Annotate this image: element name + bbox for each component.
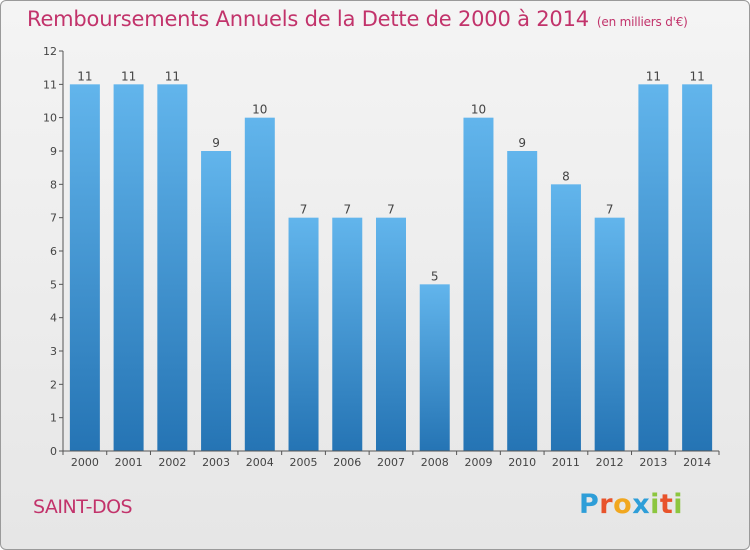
x-tick-label: 2008 xyxy=(421,456,449,469)
proxiti-logo[interactable]: Proxiti xyxy=(579,489,683,520)
bar-value-label: 7 xyxy=(343,203,351,217)
y-tick-label: 3 xyxy=(50,345,57,358)
bar-value-label: 11 xyxy=(121,69,136,83)
logo-letter: x xyxy=(632,489,651,520)
y-tick-label: 4 xyxy=(50,312,57,325)
bar-value-label: 10 xyxy=(471,103,486,117)
y-tick-label: 6 xyxy=(50,245,57,258)
y-tick-label: 1 xyxy=(50,412,57,425)
bar-value-label: 11 xyxy=(165,69,180,83)
bar-value-label: 11 xyxy=(646,69,661,83)
x-tick-label: 2009 xyxy=(464,456,492,469)
bar-value-label: 7 xyxy=(387,203,395,217)
bar-value-label: 11 xyxy=(689,69,704,83)
x-tick-label: 2010 xyxy=(508,456,536,469)
bar xyxy=(113,84,144,451)
bar xyxy=(682,84,713,451)
bar xyxy=(463,117,494,452)
bar xyxy=(201,151,232,451)
x-tick-label: 2011 xyxy=(552,456,580,469)
y-tick-label: 11 xyxy=(43,78,57,91)
x-tick-label: 2001 xyxy=(115,456,143,469)
bar xyxy=(550,184,581,452)
y-tick-label: 12 xyxy=(43,45,57,58)
bar xyxy=(594,217,625,451)
x-axis: 2000 2001 2002 2003 2004 2005 2006 2007 2008 2009… xyxy=(62,450,720,469)
bar xyxy=(244,117,275,452)
logo-letter: r xyxy=(599,489,614,520)
x-tick-label: 2012 xyxy=(596,456,624,469)
x-tick-label: 2006 xyxy=(333,456,361,469)
bar xyxy=(332,217,363,451)
bar xyxy=(157,84,188,451)
x-tick-label: 2007 xyxy=(377,456,405,469)
x-tick-label: 2013 xyxy=(639,456,667,469)
bar-value-label: 7 xyxy=(300,203,308,217)
x-tick-label: 2000 xyxy=(71,456,99,469)
y-tick-label: 10 xyxy=(43,112,57,125)
bar xyxy=(288,217,319,451)
x-tick-label: 2014 xyxy=(683,456,711,469)
x-tick-label: 2005 xyxy=(290,456,318,469)
y-tick-label: 7 xyxy=(50,212,57,225)
bar-value-label: 8 xyxy=(562,169,570,183)
logo-letter: i xyxy=(650,489,660,520)
logo-letter: o xyxy=(613,489,633,520)
title-text: Remboursements Annuels de la Dette de 20… xyxy=(27,7,589,31)
bar-value-label: 5 xyxy=(431,269,439,283)
y-tick-label: 8 xyxy=(50,178,57,191)
bar xyxy=(419,284,450,451)
y-tick-label: 5 xyxy=(50,278,57,291)
x-tick-label: 2002 xyxy=(158,456,186,469)
bar xyxy=(638,84,669,451)
bar-value-label: 10 xyxy=(252,103,267,117)
x-tick-label: 2004 xyxy=(246,456,274,469)
x-tick-label: 2003 xyxy=(202,456,230,469)
commune-name: SAINT-DOS xyxy=(33,496,133,518)
y-tick-label: 0 xyxy=(50,445,57,458)
chart-title: Remboursements Annuels de la Dette de 20… xyxy=(27,7,688,31)
bars: 11 11 11 9 10 7 7 7 5 10 9 8 7 11 11 xyxy=(69,69,713,452)
y-tick-label: 2 xyxy=(50,378,57,391)
logo-letter: t xyxy=(659,489,674,520)
title-unit: (en milliers d'€) xyxy=(596,15,688,29)
bar-value-label: 9 xyxy=(212,136,220,150)
bar xyxy=(507,151,538,451)
y-tick-label: 9 xyxy=(50,145,57,158)
bar-value-label: 11 xyxy=(77,69,92,83)
logo-letter: i xyxy=(673,489,684,520)
bar-value-label: 7 xyxy=(606,203,614,217)
logo-letter: P xyxy=(579,489,600,520)
bar xyxy=(376,217,406,451)
bar-value-label: 9 xyxy=(518,136,526,150)
bar xyxy=(69,84,100,451)
